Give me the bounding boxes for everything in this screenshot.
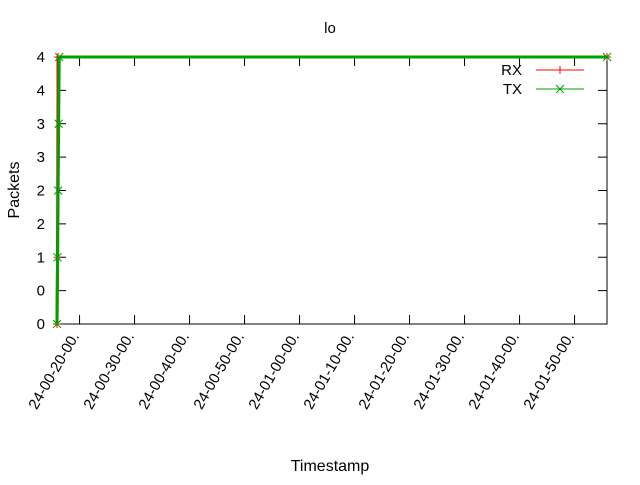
legend-label-tx: TX <box>503 81 522 98</box>
x-tick-label: 24-01-30-00. <box>410 330 468 413</box>
plot-frame <box>56 56 608 325</box>
y-tick-label: 4 <box>37 49 45 66</box>
legend-label-rx: RX <box>501 62 522 79</box>
y-tick-label: 2 <box>37 216 45 233</box>
chart-title: lo <box>324 20 336 37</box>
legend: RX TX <box>501 62 584 98</box>
x-tick-label: 24-00-50-00. <box>190 330 248 413</box>
y-tick-label: 1 <box>37 249 45 266</box>
x-tick-label: 24-01-00-00. <box>245 330 303 413</box>
legend-marker-tx <box>555 84 565 94</box>
data-point-tx <box>53 186 63 195</box>
y-tick-label: 2 <box>37 183 45 200</box>
x-tick-label: 24-00-30-00. <box>80 330 138 413</box>
legend-marker-rx <box>556 66 564 74</box>
data-point-tx <box>54 119 64 129</box>
data-point-tx <box>53 252 62 262</box>
data-point-tx <box>602 52 612 62</box>
y-tick-label: 0 <box>37 316 45 333</box>
plot-area: 0 0 1 2 2 3 3 4 4 24-00-20-00.24-00-30-00.24-00-4… <box>25 49 612 413</box>
series-line-tx <box>55 55 607 325</box>
data-point-tx <box>52 319 62 329</box>
data-point-tx <box>54 52 64 62</box>
y-tick-label: 3 <box>37 149 45 166</box>
y-tick-label: 3 <box>37 116 45 133</box>
series-line-rx <box>55 55 607 325</box>
y-tick-label: 4 <box>37 82 45 99</box>
x-axis-title: Timestamp <box>291 458 370 475</box>
x-tick-label: 24-01-50-00. <box>520 330 578 413</box>
x-tick-label: 24-01-20-00. <box>355 330 413 413</box>
y-tick-label: 0 <box>37 283 45 300</box>
y-axis-title: Packets <box>6 162 23 219</box>
x-tick-label: 24-01-10-00. <box>300 330 358 413</box>
x-tick-label: 24-00-40-00. <box>135 330 193 413</box>
x-tick-label: 24-00-20-00. <box>25 330 83 413</box>
x-tick-label: 24-01-40-00. <box>465 330 523 413</box>
